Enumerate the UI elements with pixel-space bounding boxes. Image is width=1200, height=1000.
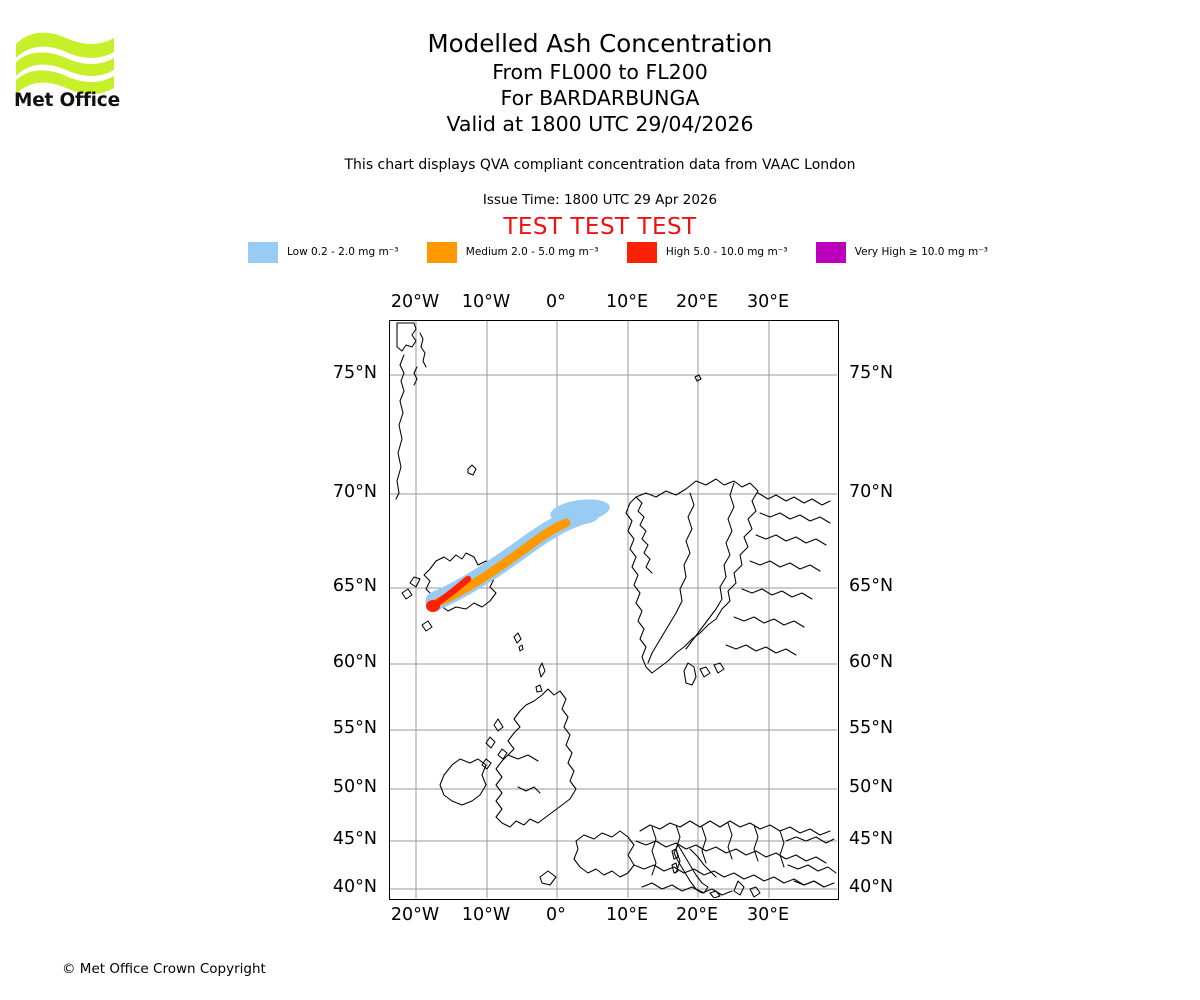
lat-tick-left-50°N: 50°N <box>332 777 377 797</box>
lat-tick-left-60°N: 60°N <box>332 652 377 672</box>
lat-tick-left-40°N: 40°N <box>332 877 377 897</box>
ash-plume-tip-low <box>550 499 610 523</box>
lat-tick-right-65°N: 65°N <box>849 576 894 596</box>
lon-tick-20°W: 20°W <box>390 905 440 925</box>
legend-item-high: High 5.0 - 10.0 mg m⁻³ <box>626 240 788 264</box>
volcano-source-marker <box>426 600 440 612</box>
met-office-waves-icon <box>16 32 114 94</box>
lon-tick-30°E: 30°E <box>746 905 790 925</box>
lon-tick-0°: 0° <box>546 292 566 312</box>
lat-tick-right-45°N: 45°N <box>849 829 894 849</box>
title-block: Modelled Ash Concentration From FL000 to… <box>0 28 1200 137</box>
ash-plume <box>425 499 610 612</box>
test-stamp: TEST TEST TEST <box>503 214 697 240</box>
lat-tick-right-60°N: 60°N <box>849 652 894 672</box>
met-office-logo-text: Met Office <box>14 90 120 111</box>
map-gridlines <box>390 321 837 898</box>
lon-tick-20°E: 20°E <box>675 292 719 312</box>
lat-tick-right-55°N: 55°N <box>849 718 894 738</box>
page-title: Modelled Ash Concentration <box>427 29 773 58</box>
lat-tick-right-50°N: 50°N <box>849 777 894 797</box>
lon-tick-20°E: 20°E <box>675 905 719 925</box>
title-valid-time: Valid at 1800 UTC 29/04/2026 <box>446 112 754 136</box>
met-office-logo <box>14 28 126 118</box>
ash-band-medium <box>431 518 571 608</box>
concentration-legend: Low 0.2 - 2.0 mg m⁻³ Medium 2.0 - 5.0 mg… <box>248 240 988 264</box>
title-flight-levels: From FL000 to FL200 <box>492 60 708 84</box>
title-volcano: For BARDARBUNGA <box>500 86 700 110</box>
lon-tick-20°W: 20°W <box>390 292 440 312</box>
lon-tick-30°E: 30°E <box>746 292 790 312</box>
lat-tick-left-45°N: 45°N <box>332 829 377 849</box>
lat-tick-left-70°N: 70°N <box>332 482 377 502</box>
map-canvas <box>390 321 837 898</box>
lon-tick-10°E: 10°E <box>605 292 649 312</box>
legend-swatch-medium <box>426 241 457 263</box>
strapline: This chart displays QVA compliant concen… <box>344 157 856 173</box>
legend-label-high: High 5.0 - 10.0 mg m⁻³ <box>665 246 788 258</box>
legend-item-very-high: Very High ≥ 10.0 mg m⁻³ <box>815 240 988 264</box>
map-plot-area <box>389 320 839 900</box>
legend-label-medium: Medium 2.0 - 5.0 mg m⁻³ <box>465 246 599 258</box>
lat-tick-right-70°N: 70°N <box>849 482 894 502</box>
legend-swatch-high <box>626 241 657 263</box>
legend-label-very-high: Very High ≥ 10.0 mg m⁻³ <box>854 246 988 258</box>
legend-item-medium: Medium 2.0 - 5.0 mg m⁻³ <box>426 240 599 264</box>
legend-swatch-very-high <box>815 241 846 263</box>
lon-tick-10°W: 10°W <box>461 905 511 925</box>
legend-item-low: Low 0.2 - 2.0 mg m⁻³ <box>248 240 398 264</box>
lat-tick-left-75°N: 75°N <box>332 363 377 383</box>
coastlines-and-borders <box>395 322 837 898</box>
copyright-notice: © Met Office Crown Copyright <box>62 961 266 977</box>
lat-tick-left-55°N: 55°N <box>332 718 377 738</box>
lon-tick-10°E: 10°E <box>605 905 649 925</box>
issue-time: Issue Time: 1800 UTC 29 Apr 2026 <box>482 192 718 208</box>
legend-label-low: Low 0.2 - 2.0 mg m⁻³ <box>287 246 399 258</box>
lat-tick-left-65°N: 65°N <box>332 576 377 596</box>
lat-tick-right-75°N: 75°N <box>849 363 894 383</box>
lon-tick-0°: 0° <box>546 905 566 925</box>
legend-swatch-low <box>248 241 278 263</box>
lat-tick-right-40°N: 40°N <box>849 877 894 897</box>
lon-tick-10°W: 10°W <box>461 292 511 312</box>
